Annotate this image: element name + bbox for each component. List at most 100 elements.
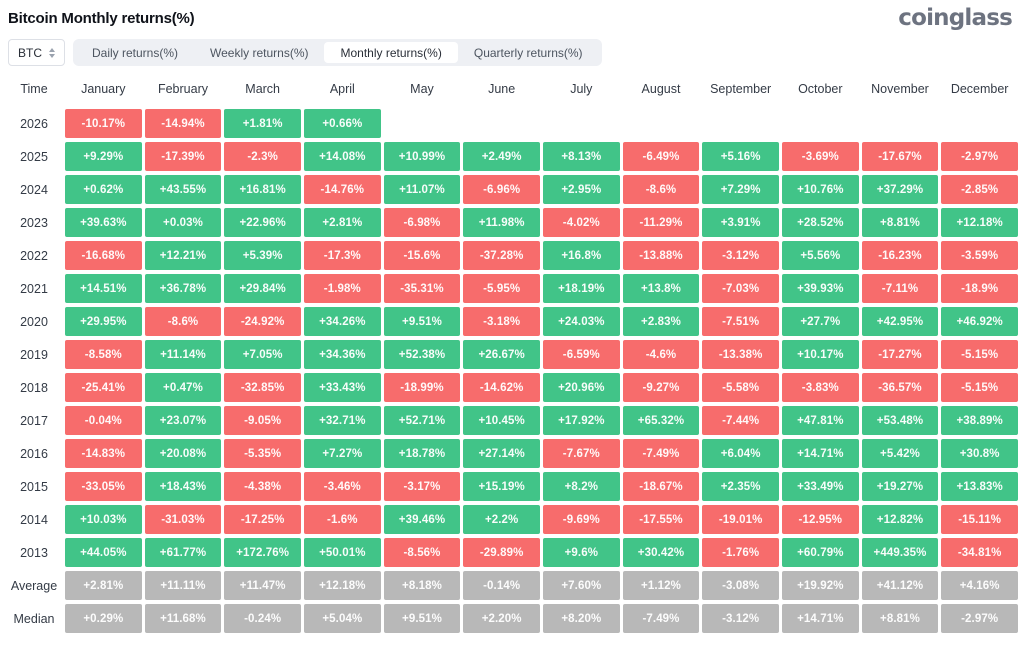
return-cell: +33.49% [781,472,859,501]
row-label: 2016 [20,446,48,461]
table-row-2019: 2019 -8.58% +11.14% +7.05% +34.36% +52.38% +26… [6,340,1018,369]
return-cell: -18.67% [622,472,700,501]
return-cell: +11.14% [144,340,222,369]
return-cell: -17.27% [861,340,939,369]
return-cell: -16.23% [861,241,939,270]
return-cell: -3.17% [383,472,461,501]
return-cell: +172.76% [224,538,301,567]
return-cell: +8.18% [383,571,461,600]
return-cell: +7.60% [542,571,620,600]
return-cell: -7.03% [702,274,779,303]
return-cell: +19.92% [781,571,859,600]
return-cell: -12.95% [781,505,859,534]
col-head-march: March [245,82,281,96]
return-cell: +9.6% [542,538,620,567]
return-cell: +1.12% [622,571,700,600]
return-cell: +0.47% [144,373,222,402]
return-cell: +10.76% [781,175,859,204]
return-cell: +11.07% [383,175,461,204]
return-cell: +22.96% [224,208,301,237]
return-cell: +8.81% [861,208,939,237]
return-cell: -9.05% [224,406,301,435]
col-head-january: January [81,82,126,96]
return-cell: +23.07% [144,406,222,435]
col-head-time: Time [20,82,48,96]
return-cell: +18.43% [144,472,222,501]
return-cell: +32.71% [303,406,381,435]
return-cell: -8.56% [383,538,461,567]
symbol-select[interactable]: BTC [8,39,65,66]
table-row-2015: 2015 -33.05% +18.43% -4.38% -3.46% -3.17% +15.… [6,472,1018,501]
table-row-2025: 2025 +9.29% -17.39% -2.3% +14.08% +10.99% +2.4… [6,142,1018,171]
return-cell: -18.99% [383,373,461,402]
return-cell: -3.46% [303,472,381,501]
row-label: Median [13,611,55,626]
return-cell: -7.49% [622,439,700,468]
return-cell: +12.21% [144,241,222,270]
return-cell: +12.18% [303,571,381,600]
return-cell: +15.19% [463,472,540,501]
return-cell: +7.05% [224,340,301,369]
return-cell: -1.6% [303,505,381,534]
return-cell: +10.17% [781,340,859,369]
return-cell: -31.03% [144,505,222,534]
table-body: 2026 -10.17% -14.94% +1.81% +0.66% 2025 +9.29%… [6,109,1018,633]
col-head-july: July [570,82,593,96]
return-cell: -9.27% [622,373,700,402]
symbol-select-value: BTC [18,45,42,60]
col-head-november: November [871,82,929,96]
table-row-2023: 2023 +39.63% +0.03% +22.96% +2.81% -6.98% +11.… [6,208,1018,237]
return-cell: +9.51% [383,307,461,336]
tab-group: Daily returns(%) Weekly returns(%) Monthly… [73,39,602,66]
column-header-row: Time January February March April May June July… [6,75,1018,102]
table-row-2013: 2013 +44.05% +61.77% +172.76% +50.01% -8.56% -… [6,538,1018,567]
return-cell: +9.51% [383,604,461,633]
row-label: 2018 [20,380,48,395]
return-cell: -17.39% [144,142,222,171]
return-cell: +13.8% [622,274,700,303]
return-cell: +33.43% [303,373,381,402]
row-label: 2015 [20,479,48,494]
return-cell: +449.35% [861,538,939,567]
return-cell: -8.6% [144,307,222,336]
tab-weekly-returns[interactable]: Weekly returns(%) [210,45,309,60]
return-cell: +0.03% [144,208,222,237]
return-cell: +34.36% [303,340,381,369]
row-label: 2025 [20,149,48,164]
return-cell: -4.02% [542,208,620,237]
table-row-2017: 2017 -0.04% +23.07% -9.05% +32.71% +52.71% +10… [6,406,1018,435]
table-row-2016: 2016 -14.83% +20.08% -5.35% +7.27% +18.78% +27… [6,439,1018,468]
return-cell: -6.49% [622,142,700,171]
tab-daily-returns[interactable]: Daily returns(%) [92,45,179,60]
col-head-september: September [710,82,772,96]
row-label: 2023 [20,215,48,230]
return-cell: -6.96% [463,175,540,204]
return-cell: -36.57% [861,373,939,402]
return-cell: +14.08% [303,142,381,171]
return-cell: -7.51% [702,307,779,336]
return-cell: -37.28% [463,241,540,270]
return-cell: -16.68% [65,241,142,270]
return-cell: +8.20% [542,604,620,633]
table-row-2014: 2014 +10.03% -31.03% -17.25% -1.6% +39.46% +2.… [6,505,1018,534]
return-cell: +53.48% [861,406,939,435]
return-cell: +2.81% [303,208,381,237]
return-cell: -2.97% [941,604,1018,633]
return-cell: +42.95% [861,307,939,336]
tab-quarterly-returns[interactable]: Quarterly returns(%) [473,45,583,60]
return-cell: +65.32% [622,406,700,435]
return-cell: +30.42% [622,538,700,567]
table-row-2022: 2022 -16.68% +12.21% +5.39% -17.3% -15.6% -37.… [6,241,1018,270]
return-cell: +39.46% [383,505,461,534]
empty-cell [862,109,939,138]
return-cell: +6.04% [702,439,779,468]
return-cell: +14.71% [781,604,859,633]
return-cell: +0.62% [65,175,142,204]
return-cell: -34.81% [941,538,1018,567]
row-label: 2013 [20,545,48,560]
return-cell: +2.49% [463,142,540,171]
tab-monthly-returns[interactable]: Monthly returns(%) [324,42,458,63]
return-cell: -24.92% [224,307,301,336]
return-cell: +3.91% [702,208,779,237]
coinglass-logo: coinglass [898,5,1013,31]
